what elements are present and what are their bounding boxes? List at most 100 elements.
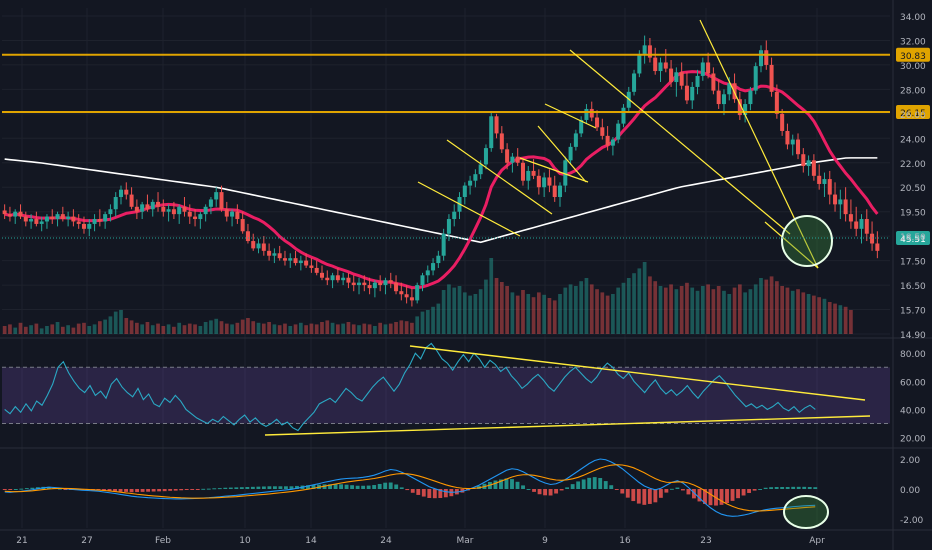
candle-body xyxy=(647,45,652,58)
volume-bar xyxy=(330,322,335,334)
candle-body xyxy=(610,139,615,146)
candle-body xyxy=(478,164,483,175)
volume-bar xyxy=(177,322,182,334)
candle-body xyxy=(34,219,39,224)
candle-body xyxy=(319,272,325,278)
volume-bar xyxy=(674,289,679,334)
macd-histogram-bar xyxy=(184,489,189,490)
volume-bar xyxy=(420,311,425,334)
candle-body xyxy=(282,258,287,261)
candle-body xyxy=(81,223,86,229)
candle-body xyxy=(335,275,340,281)
macd-histogram-bar xyxy=(13,489,18,490)
macd-histogram-bar xyxy=(261,486,266,489)
rsi-panel[interactable] xyxy=(2,342,890,436)
macd-histogram-bar xyxy=(157,489,162,492)
trend-line xyxy=(446,139,553,215)
candle-body xyxy=(193,216,198,220)
macd-panel[interactable] xyxy=(2,458,829,529)
volume-bar xyxy=(621,282,626,334)
time-axis[interactable]: 21 27 Feb 10 14 24 Mar 9 16 23 Apr xyxy=(16,536,825,546)
volume-bar xyxy=(616,287,621,334)
price-axis[interactable]: 30.83 26.15 45.51 34.00 32.00 30.00 28.00 26.00… xyxy=(896,13,930,526)
volume-bar xyxy=(71,327,76,334)
macd-histogram-bar xyxy=(438,489,443,498)
candle-body xyxy=(505,149,510,163)
time-tick-label: 23 xyxy=(700,536,711,546)
volume-bar xyxy=(499,282,504,334)
candle-body xyxy=(848,214,853,222)
trend-line xyxy=(699,19,819,269)
volume-bar xyxy=(55,322,60,334)
macd-histogram-bar xyxy=(410,489,415,493)
volume-bar xyxy=(394,322,398,334)
volume-bar xyxy=(172,326,176,334)
candle-body xyxy=(441,233,446,256)
macd-histogram-bar xyxy=(741,489,746,496)
volume-bar xyxy=(124,318,129,334)
resistance-price-label: 26.15 xyxy=(900,109,926,119)
macd-histogram-bar xyxy=(361,485,366,489)
volume-bar xyxy=(552,300,557,334)
volume-bar xyxy=(425,310,430,334)
volume-bar xyxy=(34,323,39,334)
trend-line xyxy=(417,181,521,237)
volume-bar xyxy=(92,324,97,334)
volume-bar xyxy=(18,322,23,334)
macd-histogram-bar xyxy=(245,487,250,489)
macd-histogram-bar xyxy=(250,486,255,489)
volume-bar xyxy=(314,324,319,334)
macd-histogram-bar xyxy=(443,489,448,498)
candle-body xyxy=(304,260,309,266)
macd-histogram-bar xyxy=(284,486,288,489)
candle-body xyxy=(230,211,235,217)
volume-bar xyxy=(108,316,113,334)
candle-body xyxy=(563,160,568,186)
candle-body xyxy=(595,117,600,128)
price-tick-label: 26.00 xyxy=(900,111,926,121)
volume-bar xyxy=(605,295,610,334)
candle-body xyxy=(653,57,658,72)
volume-bar xyxy=(119,310,123,334)
candle-body xyxy=(817,175,822,184)
macd-histogram-bar xyxy=(647,489,652,504)
volume-bar xyxy=(23,326,28,334)
candle-body xyxy=(161,206,166,212)
macd-histogram-bar xyxy=(504,478,509,489)
candle-body xyxy=(87,223,92,229)
candle-body xyxy=(774,91,779,114)
price-panel[interactable] xyxy=(2,19,890,334)
candle-body xyxy=(637,53,642,74)
candle-body xyxy=(309,265,314,268)
volume-bar xyxy=(505,286,509,334)
candle-body xyxy=(552,185,557,198)
candle-body xyxy=(780,113,785,131)
time-tick-label: 27 xyxy=(81,536,92,546)
time-tick-label: Apr xyxy=(809,536,825,546)
macd-histogram-bar xyxy=(763,487,768,489)
candle-body xyxy=(568,146,573,161)
volume-bar xyxy=(711,289,716,334)
candle-body xyxy=(727,83,732,95)
volume-bar xyxy=(812,295,816,334)
candle-body xyxy=(526,170,531,181)
volume-bar xyxy=(690,287,695,334)
candle-body xyxy=(785,130,790,145)
macd-histogram-bar xyxy=(598,478,603,489)
price-tick-label: 22.00 xyxy=(900,160,926,170)
macd-histogram-bar xyxy=(217,488,222,490)
macd-histogram-bar xyxy=(63,489,68,490)
volume-bar xyxy=(198,326,203,334)
volume-bar xyxy=(135,322,139,334)
volume-bar xyxy=(367,324,372,334)
grid-lines xyxy=(2,8,890,528)
candle-body xyxy=(462,185,467,198)
candle-body xyxy=(420,275,425,286)
macd-histogram-bar xyxy=(102,489,106,491)
time-tick-label: 14 xyxy=(305,536,317,546)
volume-bar xyxy=(806,294,811,334)
candle-body xyxy=(753,66,758,91)
candle-body xyxy=(452,211,457,220)
volume-bar xyxy=(219,321,224,334)
